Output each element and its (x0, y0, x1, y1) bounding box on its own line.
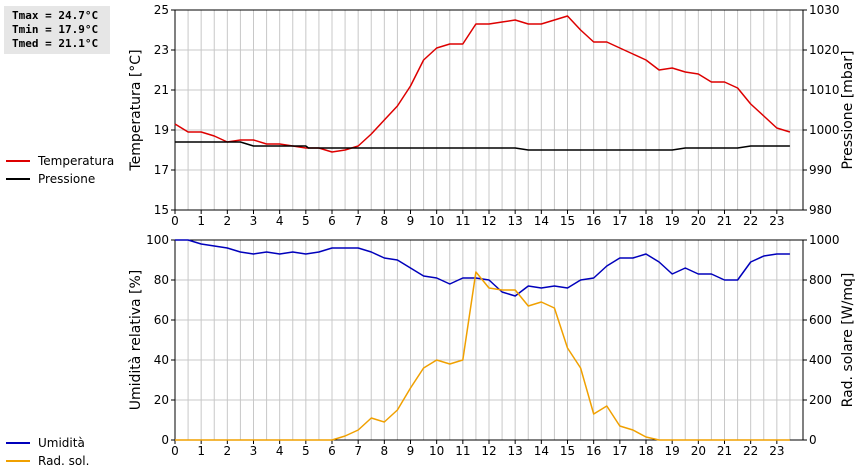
temp-pressure-ytick-label: 21 (154, 83, 169, 97)
temp-pressure-xtick-label: 1 (197, 214, 205, 228)
humidity-radiation-series-umidit (175, 239, 790, 297)
temp-pressure-xtick-label: 7 (354, 214, 362, 228)
temp-pressure-xtick-label: 3 (250, 214, 258, 228)
legend-item-humidity: Umidità (6, 434, 89, 452)
temp-pressure-xtick-label: 10 (429, 214, 444, 228)
temp-pressure-xtick-label: 16 (586, 214, 601, 228)
temp-pressure-xtick-label: 6 (328, 214, 336, 228)
legend-swatch-pressure (6, 178, 30, 180)
humidity-radiation-xtick-label: 16 (586, 444, 601, 458)
temp-pressure-xtick-label: 17 (612, 214, 627, 228)
temp-pressure-xtick-label: 8 (381, 214, 389, 228)
humidity-radiation-xtick-label: 6 (328, 444, 336, 458)
humidity-radiation-ytick-label: 100 (146, 233, 169, 247)
humidity-radiation-xtick-label: 1 (197, 444, 205, 458)
temp-pressure-ytick-label: 17 (154, 163, 169, 177)
humidity-radiation-ytick-label: 0 (161, 433, 169, 447)
temp-pressure-xtick-label: 20 (691, 214, 706, 228)
humidity-radiation-series-rad-sol (175, 271, 790, 441)
temp-pressure-y2tick-label: 1020 (809, 43, 840, 57)
humidity-radiation-y2tick-label: 200 (809, 393, 832, 407)
legend-item-temperature: Temperatura (6, 152, 114, 170)
humidity-radiation-xtick-label: 13 (508, 444, 523, 458)
temp-pressure-ytick-label: 25 (154, 3, 169, 17)
temp-pressure-y2tick-label: 990 (809, 163, 832, 177)
tmed-stat: Tmed = 21.1°C (12, 37, 99, 50)
humidity-radiation-xtick-label: 9 (407, 444, 415, 458)
humidity-radiation-xtick-label: 19 (665, 444, 680, 458)
charts-canvas: 0 1 2 3 4 5 6 7 8 9 10 11 12 13 14 15 16 17 18 19 20 21 22 2315… (128, 3, 856, 458)
temp-pressure-xtick-label: 4 (276, 214, 284, 228)
temp-pressure-xtick-label: 18 (638, 214, 653, 228)
temp-pressure-y2tick-label: 980 (809, 203, 832, 217)
humidity-radiation-xtick-label: 14 (534, 444, 549, 458)
temp-pressure-y2tick-label: 1030 (809, 3, 840, 17)
temp-pressure-xtick-label: 12 (481, 214, 496, 228)
temp-pressure-xtick-label: 14 (534, 214, 549, 228)
legend-top: Temperatura Pressione (6, 152, 114, 188)
temp-pressure-y2tick-label: 1000 (809, 123, 840, 137)
temp-pressure-ytick-label: 23 (154, 43, 169, 57)
humidity-radiation-y2tick-label: 600 (809, 313, 832, 327)
temp-pressure-xtick-label: 11 (455, 214, 470, 228)
humidity-radiation-xtick-label: 11 (455, 444, 470, 458)
temp-pressure-y2label: Pressione [mbar] (840, 50, 856, 169)
temp-pressure-ytick-label: 15 (154, 203, 169, 217)
temp-pressure-xtick-label: 5 (302, 214, 310, 228)
temp-pressure-xtick-label: 21 (717, 214, 732, 228)
humidity-radiation-ytick-label: 40 (154, 353, 169, 367)
humidity-radiation-xtick-label: 5 (302, 444, 310, 458)
humidity-radiation-y2tick-label: 0 (809, 433, 817, 447)
legend-label-humidity: Umidità (38, 436, 85, 450)
tmin-stat: Tmin = 17.9°C (12, 23, 99, 36)
legend-label-pressure: Pressione (38, 172, 96, 186)
temp-pressure-ylabel: Temperatura [°C] (128, 49, 144, 171)
humidity-radiation-xtick-label: 23 (769, 444, 784, 458)
temp-pressure-xtick-label: 15 (560, 214, 575, 228)
temp-pressure-ytick-label: 19 (154, 123, 169, 137)
humidity-radiation-xtick-label: 3 (250, 444, 258, 458)
humidity-radiation-y2tick-label: 1000 (809, 233, 840, 247)
legend-swatch-humidity (6, 442, 30, 444)
humidity-radiation-ytick-label: 60 (154, 313, 169, 327)
humidity-radiation-xtick-label: 0 (171, 444, 179, 458)
humidity-radiation-ylabel: Umidità relativa [%] (128, 270, 144, 411)
humidity-radiation-xtick-label: 2 (224, 444, 232, 458)
legend-label-temperature: Temperatura (38, 154, 115, 168)
humidity-radiation-ytick-label: 80 (154, 273, 169, 287)
humidity-radiation-xtick-label: 15 (560, 444, 575, 458)
temp-pressure-xtick-label: 23 (769, 214, 784, 228)
temp-pressure-y2tick-label: 1010 (809, 83, 840, 97)
temp-pressure-xtick-label: 13 (508, 214, 523, 228)
humidity-radiation-y2label: Rad. solare [W/mq] (840, 273, 856, 408)
humidity-radiation-xtick-label: 7 (354, 444, 362, 458)
humidity-radiation-xtick-label: 12 (481, 444, 496, 458)
temp-pressure-xtick-label: 2 (224, 214, 232, 228)
tmax-stat: Tmax = 24.7°C (12, 9, 99, 22)
temp-pressure-series-temperatura (174, 15, 791, 153)
temp-pressure-series-pressione (175, 141, 790, 151)
legend-item-pressure: Pressione (6, 170, 114, 188)
humidity-radiation-ytick-label: 20 (154, 393, 169, 407)
humidity-radiation-xtick-label: 21 (717, 444, 732, 458)
temp-pressure-xtick-label: 9 (407, 214, 415, 228)
humidity-radiation-xtick-label: 17 (612, 444, 627, 458)
temp-pressure-xtick-label: 22 (743, 214, 758, 228)
temp-pressure-xtick-label: 0 (171, 214, 179, 228)
humidity-radiation-xtick-label: 22 (743, 444, 758, 458)
humidity-radiation-xtick-label: 10 (429, 444, 444, 458)
humidity-radiation-y2tick-label: 400 (809, 353, 832, 367)
humidity-radiation-xtick-label: 20 (691, 444, 706, 458)
humidity-radiation-xtick-label: 8 (381, 444, 389, 458)
temp-pressure-xtick-label: 19 (665, 214, 680, 228)
humidity-radiation-y2tick-label: 800 (809, 273, 832, 287)
legend-swatch-radiation (6, 460, 30, 462)
humidity-radiation-xtick-label: 4 (276, 444, 284, 458)
legend-swatch-temperature (6, 160, 30, 162)
stats-box: Tmax = 24.7°C Tmin = 17.9°C Tmed = 21.1°… (4, 6, 110, 54)
humidity-radiation-xtick-label: 18 (638, 444, 653, 458)
